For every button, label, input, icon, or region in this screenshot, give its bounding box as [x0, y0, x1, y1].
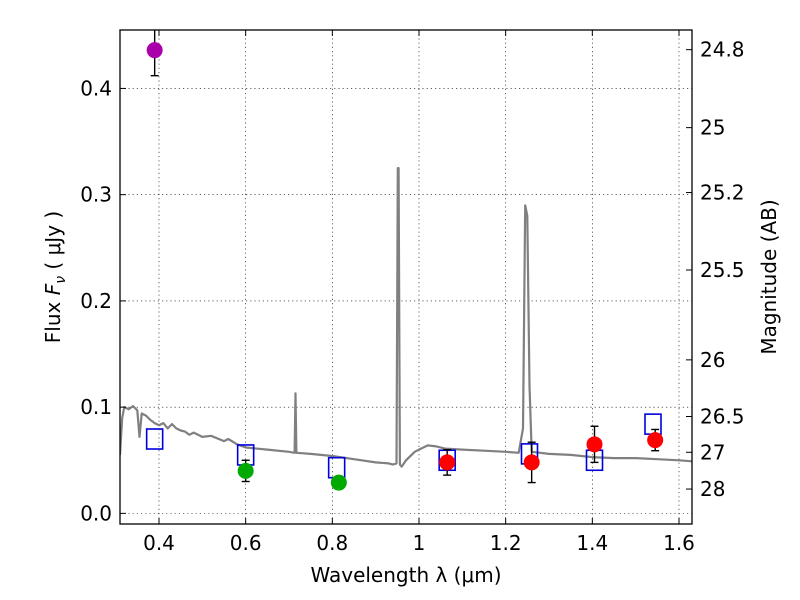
model-photometry-square — [145, 428, 164, 450]
x-tick-label: 1.4 — [576, 531, 608, 555]
x-tick-label: 0.4 — [143, 531, 175, 555]
x-axis-title: Wavelength λ (μm) — [310, 563, 501, 587]
plot-frame — [119, 29, 693, 525]
right-tick-label: 25 — [700, 116, 725, 140]
axis-ticks — [120, 30, 692, 524]
y-axis-title-prefix: Flux — [41, 295, 65, 343]
photometry-point — [523, 454, 540, 471]
right-tick-label: 28 — [700, 477, 725, 501]
photometry-point — [439, 454, 456, 471]
model-photometry-square — [644, 413, 662, 435]
right-tick-label: 25.5 — [700, 258, 745, 282]
right-axis-title: Magnitude (AB) — [757, 199, 781, 354]
model-photometry-square — [327, 456, 346, 479]
photometry-point — [330, 474, 347, 491]
photometry-point — [647, 432, 664, 449]
y-axis-title-subscript: ν — [53, 276, 69, 284]
tick-labels: 0.4 0.6 0.8 1 1.2 1.4 1.6 0.0 0.1 0.2 0.3 0.4 24.8 25… — [80, 38, 744, 555]
right-tick-label: 25.2 — [700, 181, 745, 205]
right-tick-label: 26.5 — [700, 404, 745, 428]
y-axis-title-suffix: ( μJy ) — [41, 211, 65, 276]
y-tick-label: 0.2 — [80, 289, 112, 313]
photometry-point — [146, 42, 163, 59]
x-tick-label: 0.6 — [230, 531, 262, 555]
y-tick-label: 0.3 — [80, 183, 112, 207]
photometry-point — [237, 462, 254, 479]
y-tick-label: 0.1 — [80, 395, 112, 419]
y-tick-label: 0.4 — [80, 76, 112, 100]
right-tick-label: 27 — [700, 440, 725, 464]
x-tick-label: 1.6 — [663, 531, 695, 555]
spectrum-line — [120, 167, 692, 468]
y-axis-title: Flux Fν ( μJy ) — [41, 211, 69, 343]
right-tick-label: 24.8 — [700, 38, 745, 62]
grid — [120, 30, 692, 524]
y-tick-label: 0.0 — [80, 501, 112, 525]
x-tick-label: 0.8 — [316, 531, 348, 555]
data-series — [120, 30, 692, 491]
y-axis-title-symbol: F — [41, 283, 65, 295]
right-tick-label: 26 — [700, 348, 725, 372]
photometry-point — [586, 436, 603, 453]
x-tick-label: 1.2 — [490, 531, 522, 555]
x-tick-label: 1 — [413, 531, 426, 555]
